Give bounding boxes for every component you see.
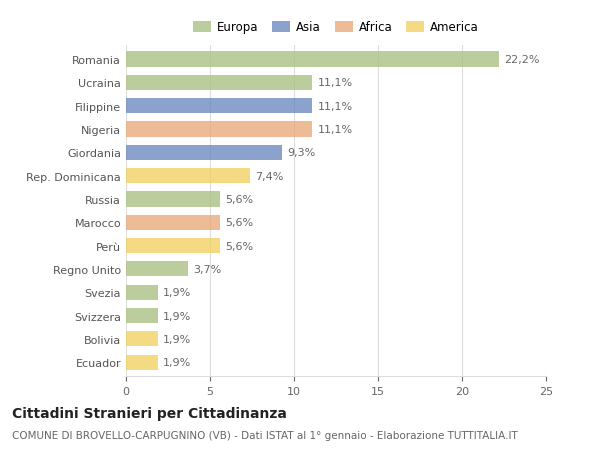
Text: 22,2%: 22,2% [504, 55, 539, 65]
Text: 11,1%: 11,1% [317, 101, 353, 112]
Text: 5,6%: 5,6% [225, 218, 253, 228]
Bar [126, 99, 313, 114]
Text: 1,9%: 1,9% [163, 288, 191, 297]
Text: 5,6%: 5,6% [225, 241, 253, 251]
Text: 1,9%: 1,9% [163, 334, 191, 344]
Bar [126, 52, 499, 67]
Bar [126, 168, 250, 184]
Bar [126, 76, 313, 91]
Text: 1,9%: 1,9% [163, 311, 191, 321]
Bar [126, 308, 158, 324]
Bar [126, 262, 188, 277]
Bar [126, 122, 313, 137]
Text: 7,4%: 7,4% [256, 171, 284, 181]
Bar [126, 215, 220, 230]
Text: 3,7%: 3,7% [193, 264, 221, 274]
Bar [126, 331, 158, 347]
Bar [126, 355, 158, 370]
Text: 5,6%: 5,6% [225, 195, 253, 205]
Text: 1,9%: 1,9% [163, 358, 191, 367]
Text: COMUNE DI BROVELLO-CARPUGNINO (VB) - Dati ISTAT al 1° gennaio - Elaborazione TUT: COMUNE DI BROVELLO-CARPUGNINO (VB) - Dat… [12, 431, 518, 441]
Text: 11,1%: 11,1% [317, 78, 353, 88]
Text: Cittadini Stranieri per Cittadinanza: Cittadini Stranieri per Cittadinanza [12, 406, 287, 420]
Bar [126, 285, 158, 300]
Text: 9,3%: 9,3% [287, 148, 316, 158]
Bar [126, 146, 282, 161]
Text: 11,1%: 11,1% [317, 125, 353, 134]
Legend: Europa, Asia, Africa, America: Europa, Asia, Africa, America [191, 19, 481, 37]
Bar [126, 192, 220, 207]
Bar [126, 239, 220, 254]
